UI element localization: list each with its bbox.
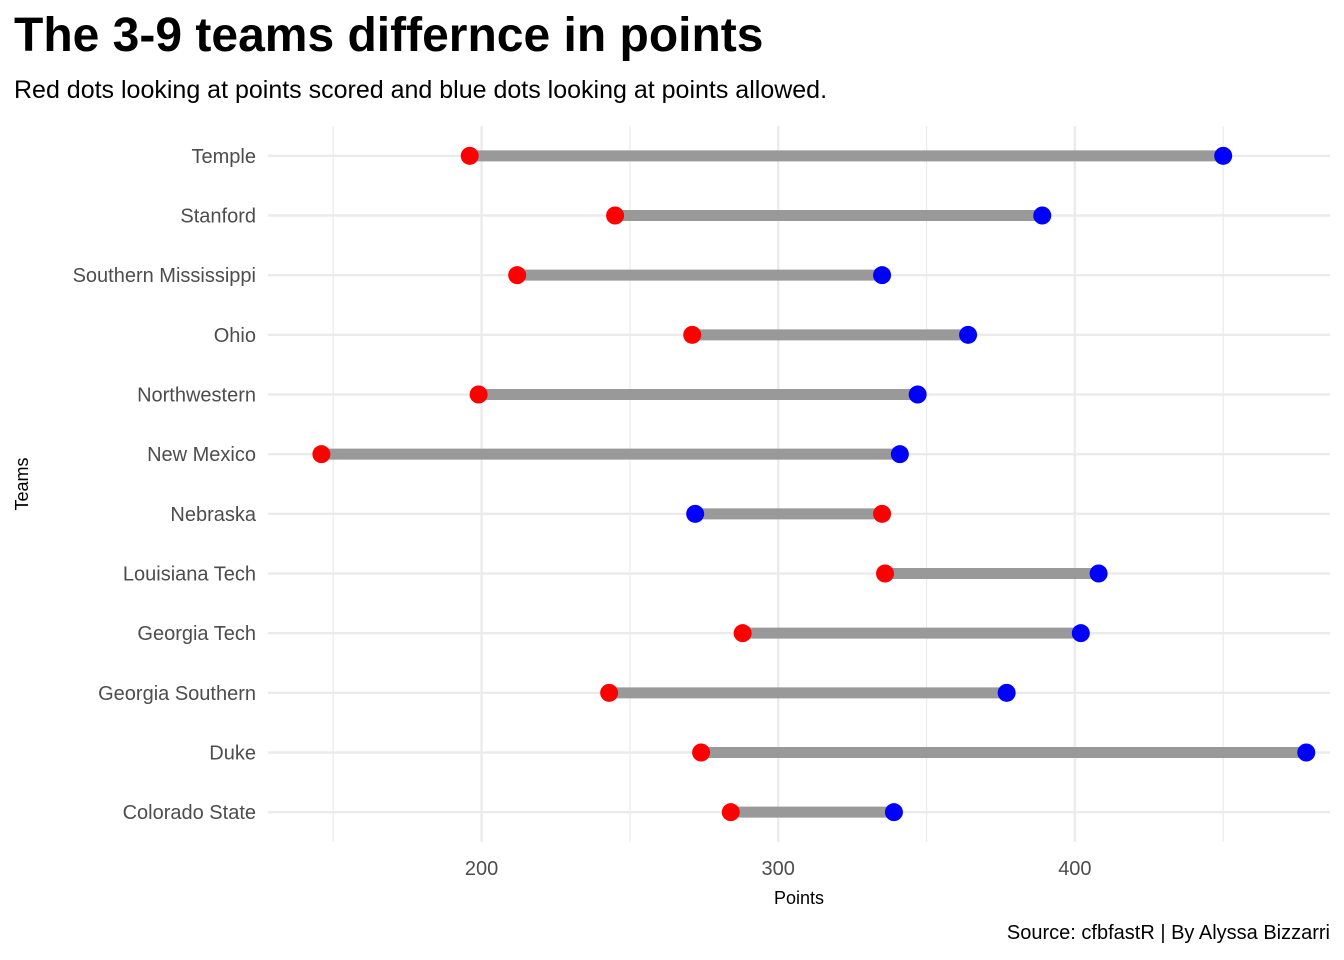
scored-dot [460, 146, 479, 165]
x-tick-label: 200 [465, 858, 498, 880]
x-tick-label: 400 [1058, 858, 1091, 880]
scored-dot [508, 266, 527, 285]
scored-dot [469, 385, 488, 404]
y-tick-label: Louisiana Tech [123, 564, 256, 586]
allowed-dot [873, 266, 892, 285]
y-tick-label: Duke [209, 743, 256, 765]
allowed-dot [1071, 624, 1090, 643]
y-tick-label: Georgia Tech [137, 623, 256, 645]
scored-dot [600, 683, 619, 702]
segments [321, 150, 1307, 818]
y-tick-label: Georgia Southern [98, 683, 256, 705]
grid-lines [268, 126, 1330, 842]
scored-dot [683, 325, 702, 344]
scored-dot [733, 624, 752, 643]
dots [312, 146, 1316, 822]
allowed-dot [890, 445, 909, 464]
y-tick-label: Colorado State [123, 802, 256, 824]
y-tick-label: New Mexico [147, 444, 256, 466]
x-tick-label: 300 [762, 858, 795, 880]
allowed-dot [1214, 146, 1233, 165]
scored-dot [606, 206, 625, 225]
y-tick-label: Nebraska [170, 504, 256, 526]
scored-dot [692, 743, 711, 762]
chart-subtitle: Red dots looking at points scored and bl… [14, 76, 828, 104]
allowed-dot [997, 683, 1016, 702]
allowed-dot [686, 504, 705, 523]
y-tick-label: Northwestern [137, 385, 256, 407]
chart-caption: Source: cfbfastR | By Alyssa Bizzarri [1006, 922, 1330, 944]
scored-dot [312, 445, 331, 464]
chart-title: The 3-9 teams differnce in points [14, 9, 764, 62]
y-tick-label: Southern Mississippi [73, 265, 256, 287]
y-tick-label: Temple [192, 146, 256, 168]
x-axis-title: Points [774, 888, 824, 908]
allowed-dot [908, 385, 927, 404]
axis-labels: 200 300 400 Temple Stanford Southern Mississi… [73, 146, 1092, 880]
y-tick-label: Ohio [214, 325, 256, 347]
allowed-dot [884, 803, 903, 822]
allowed-dot [1089, 564, 1108, 583]
scored-dot [873, 504, 892, 523]
scored-dot [721, 803, 740, 822]
scored-dot [876, 564, 895, 583]
allowed-dot [1033, 206, 1052, 225]
y-tick-label: Stanford [180, 206, 256, 228]
y-axis-title: Teams [12, 457, 32, 510]
allowed-dot [959, 325, 978, 344]
allowed-dot [1297, 743, 1316, 762]
